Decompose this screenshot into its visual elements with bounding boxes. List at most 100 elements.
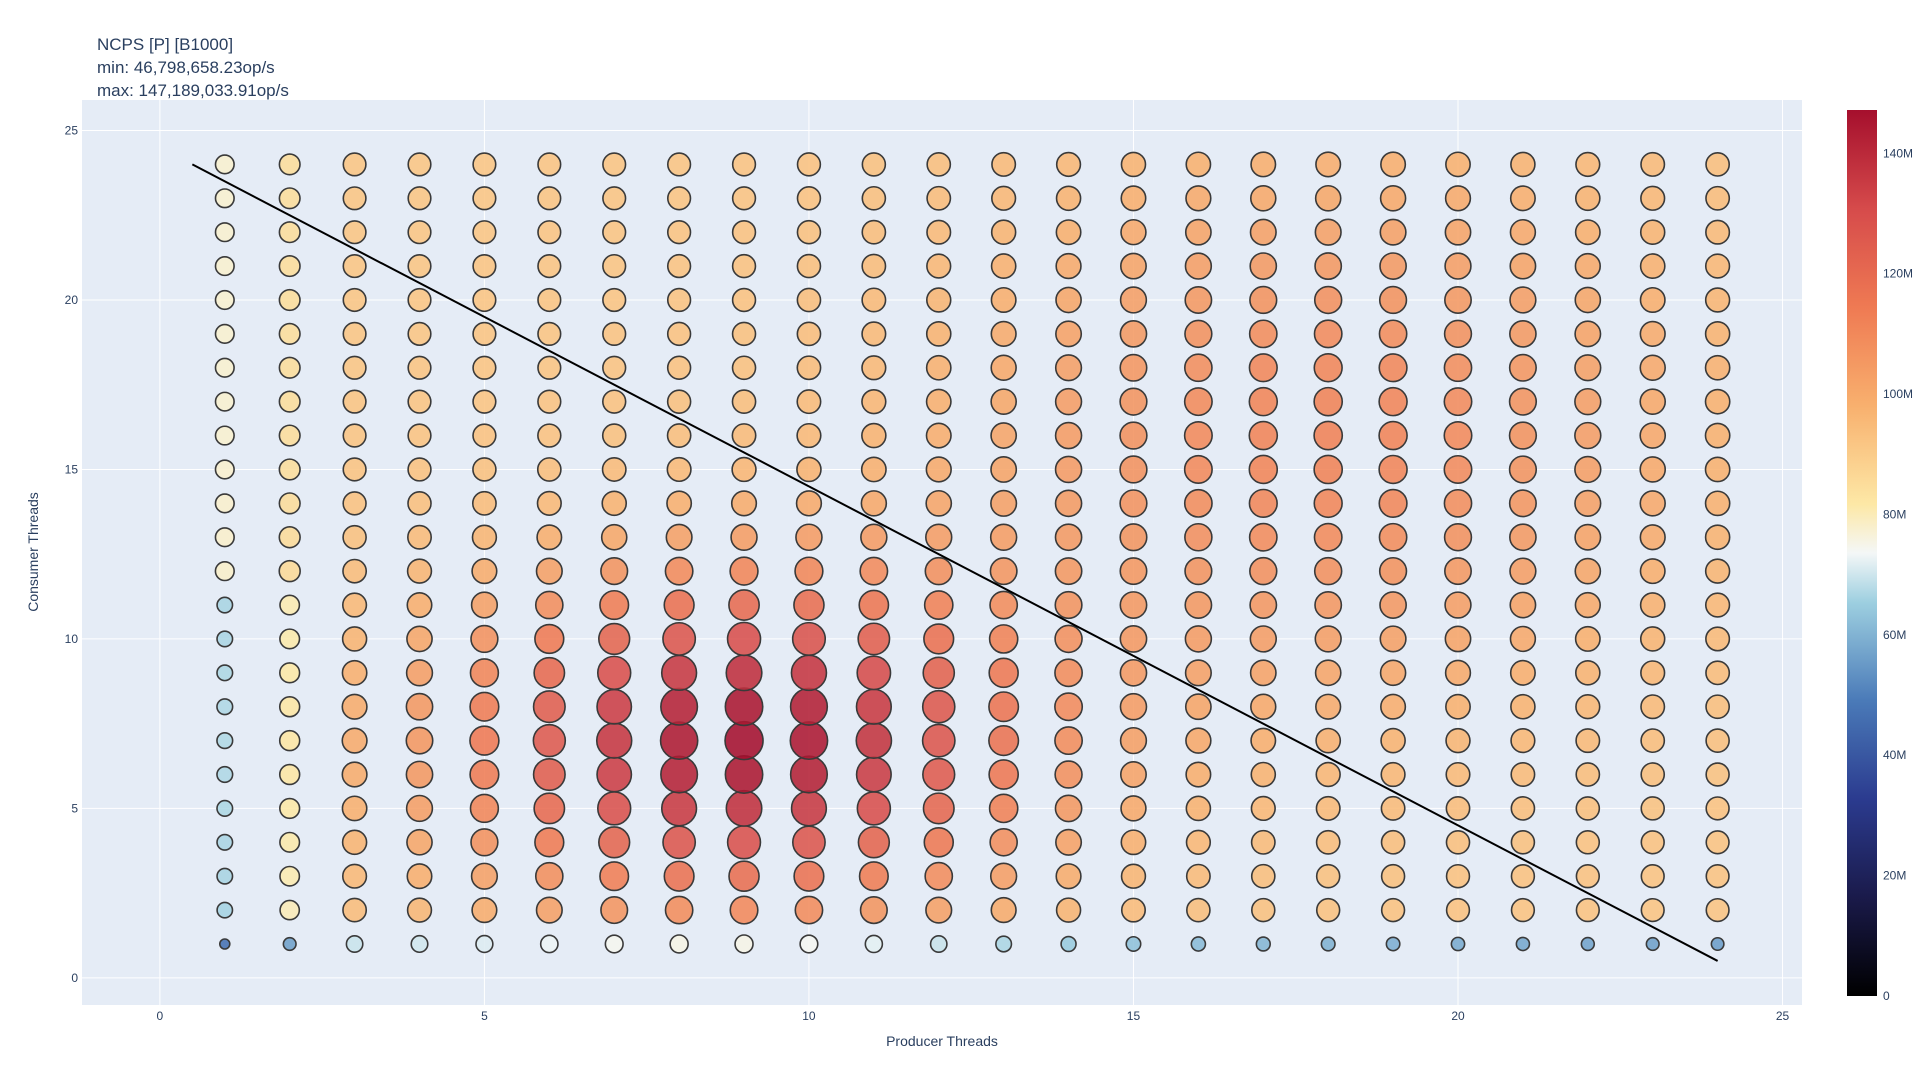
bubble bbox=[1380, 897, 1406, 923]
bubble bbox=[663, 860, 695, 892]
colorbar-tick-label: 60M bbox=[1883, 628, 1906, 642]
colorbar-tick-label: 40M bbox=[1883, 748, 1906, 762]
bubble bbox=[341, 659, 368, 686]
bubble bbox=[796, 253, 822, 279]
bubble bbox=[1119, 692, 1148, 721]
bubble bbox=[855, 722, 893, 760]
bubble bbox=[664, 895, 694, 925]
bubble bbox=[1185, 795, 1212, 822]
bubble bbox=[859, 556, 889, 586]
bubble bbox=[472, 423, 497, 448]
bubble bbox=[536, 524, 563, 551]
bubble bbox=[278, 492, 301, 515]
bubble bbox=[1184, 625, 1213, 653]
bubble bbox=[214, 289, 235, 311]
bubble bbox=[796, 321, 822, 347]
bubble bbox=[860, 523, 888, 552]
bubble bbox=[214, 357, 235, 378]
bubble bbox=[1640, 762, 1666, 787]
bubble bbox=[214, 459, 235, 480]
bubble bbox=[1054, 794, 1083, 823]
bubble bbox=[861, 355, 887, 381]
bubble bbox=[1450, 936, 1466, 952]
bubble bbox=[601, 490, 628, 517]
bubble bbox=[1508, 455, 1538, 484]
bubble bbox=[279, 899, 301, 921]
bubble bbox=[342, 457, 367, 482]
bubble bbox=[406, 828, 433, 856]
bubble bbox=[1313, 353, 1343, 383]
bubble bbox=[1379, 184, 1407, 212]
bubble bbox=[1250, 863, 1276, 889]
x-tick-label: 20 bbox=[1451, 1009, 1465, 1023]
bubble bbox=[861, 287, 887, 313]
bubble bbox=[796, 456, 822, 483]
bubble bbox=[537, 220, 562, 245]
bubble bbox=[278, 254, 301, 278]
bubble bbox=[1509, 659, 1536, 686]
bubble bbox=[666, 287, 692, 313]
bubble bbox=[1054, 354, 1083, 382]
bubble bbox=[532, 723, 567, 758]
bubble bbox=[537, 389, 562, 414]
bubble bbox=[1248, 454, 1279, 485]
bubble bbox=[1250, 151, 1277, 178]
bubble bbox=[1509, 319, 1537, 348]
bubble bbox=[1054, 760, 1083, 789]
bubble bbox=[990, 422, 1018, 449]
bubble bbox=[1315, 151, 1342, 178]
bubble bbox=[1378, 488, 1408, 518]
bubble bbox=[1119, 489, 1148, 518]
bubble bbox=[1575, 694, 1601, 720]
bubble bbox=[1313, 522, 1343, 552]
bubble bbox=[1443, 488, 1473, 518]
bubble bbox=[660, 790, 698, 827]
bubble bbox=[921, 723, 956, 758]
bubble bbox=[731, 253, 757, 279]
bubble bbox=[1054, 590, 1083, 620]
bubble bbox=[1190, 936, 1207, 952]
bubble bbox=[1055, 828, 1083, 856]
bubble bbox=[924, 556, 953, 586]
bubble bbox=[602, 321, 627, 347]
bubble bbox=[1444, 252, 1472, 280]
bubble bbox=[214, 188, 235, 209]
bubble bbox=[724, 687, 764, 727]
bubble bbox=[858, 861, 889, 892]
bubble bbox=[1185, 761, 1212, 788]
bubble bbox=[216, 698, 234, 716]
bubble bbox=[1575, 830, 1601, 855]
bubble bbox=[1184, 218, 1212, 246]
bubble bbox=[278, 356, 301, 379]
bubble bbox=[659, 721, 699, 760]
bubble bbox=[278, 458, 301, 481]
bubble bbox=[1704, 388, 1731, 415]
bubble bbox=[726, 825, 762, 860]
bubble bbox=[1055, 320, 1083, 348]
bubble bbox=[1705, 185, 1731, 211]
bubble bbox=[1119, 726, 1148, 755]
bubble bbox=[1250, 761, 1277, 788]
bubble bbox=[857, 622, 891, 656]
bubble bbox=[1705, 762, 1730, 787]
bubble bbox=[730, 490, 758, 517]
bubble bbox=[1515, 936, 1531, 952]
bubble bbox=[533, 656, 566, 689]
bubble bbox=[1119, 557, 1148, 586]
bubble bbox=[216, 867, 234, 885]
bubble bbox=[929, 935, 948, 953]
bubble bbox=[731, 355, 757, 381]
bubble bbox=[1639, 286, 1666, 314]
bubble bbox=[1704, 524, 1731, 551]
bubble bbox=[666, 220, 692, 245]
bubble bbox=[216, 765, 234, 784]
bubble bbox=[1640, 897, 1665, 923]
bubble bbox=[472, 220, 497, 245]
bubble bbox=[790, 654, 828, 692]
bubble bbox=[1249, 556, 1278, 586]
bubble bbox=[1444, 659, 1472, 687]
bubble bbox=[1185, 829, 1212, 855]
bubble bbox=[922, 792, 955, 825]
bubble bbox=[1313, 454, 1344, 485]
bubble bbox=[1639, 422, 1667, 449]
